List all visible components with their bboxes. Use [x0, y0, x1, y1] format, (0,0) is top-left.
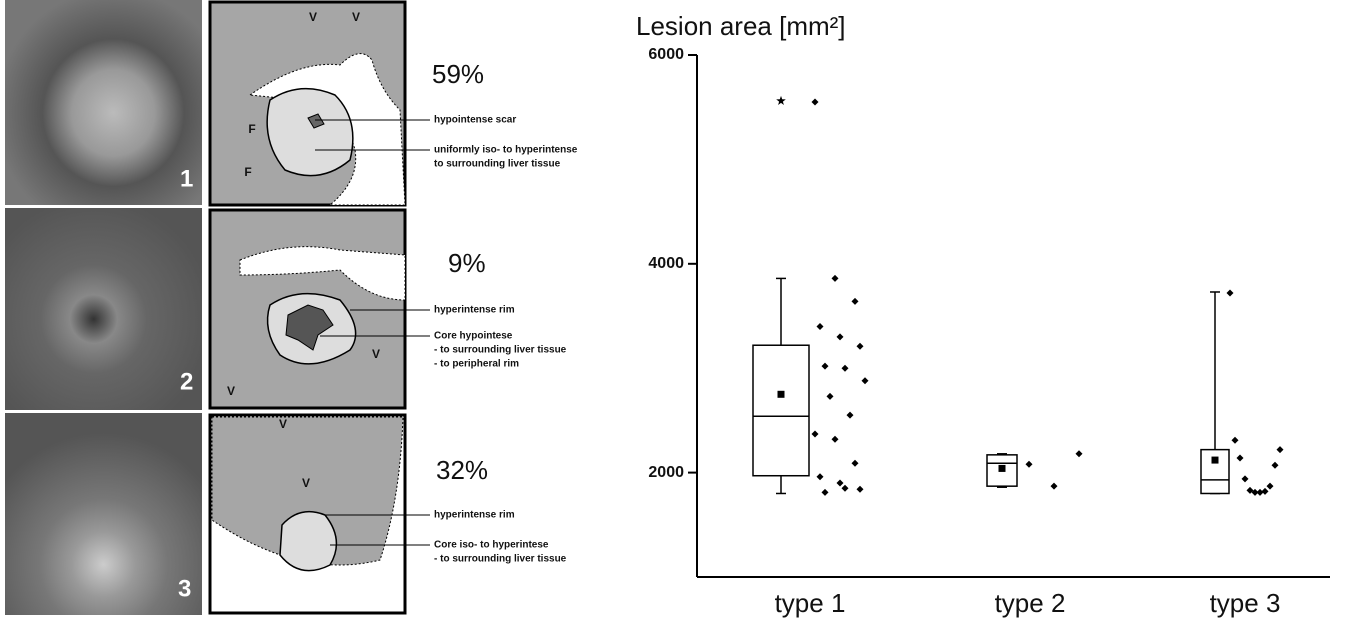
y-tick-label: 2000: [648, 464, 684, 481]
point: [1257, 489, 1264, 496]
figure: 1 2 3 V V F F V V V V 59% 9% 32% hypoint…: [0, 0, 1355, 625]
mean: [778, 391, 785, 398]
annotation: - to surrounding liver tissue: [434, 345, 567, 356]
point: [1076, 450, 1083, 457]
y-tick-label: 4000: [648, 255, 684, 272]
point: [832, 436, 839, 443]
mean: [999, 465, 1006, 472]
point: [1051, 483, 1058, 490]
percent: 32%: [436, 455, 488, 485]
annotation: Core hypointese: [434, 331, 513, 342]
point: [812, 98, 819, 105]
x-tick-label: type 2: [995, 588, 1066, 618]
schematic: [210, 2, 405, 613]
region-label: V: [352, 10, 360, 24]
point: [827, 393, 834, 400]
box: [1201, 450, 1229, 494]
point: [817, 323, 824, 330]
annotation: hyperintense rim: [434, 305, 515, 316]
point: [1026, 461, 1033, 468]
point: [832, 275, 839, 282]
annotation: uniformly iso- to hyperintense: [434, 145, 578, 156]
x-tick-label: type 1: [775, 588, 846, 618]
point: [1242, 475, 1249, 482]
region-label: V: [227, 384, 235, 398]
annotation: Core iso- to hyperintese: [434, 540, 549, 551]
region-label: V: [309, 10, 317, 24]
point: [862, 377, 869, 384]
point: [837, 333, 844, 340]
chart-title: Lesion area [mm²]: [636, 11, 846, 41]
mri-image: [5, 208, 202, 410]
x-tick-label: type 3: [1210, 588, 1281, 618]
point: [1237, 454, 1244, 461]
point: [1232, 437, 1239, 444]
panel-number: 2: [180, 368, 193, 395]
point: [857, 486, 864, 493]
annotation: - to surrounding liver tissue: [434, 554, 567, 565]
outlier: [776, 96, 786, 105]
point: [837, 480, 844, 487]
region-label: V: [279, 417, 287, 431]
point: [857, 343, 864, 350]
point: [1227, 290, 1234, 297]
annotation: - to peripheral rim: [434, 359, 519, 370]
mri-image: [5, 0, 202, 205]
point: [822, 363, 829, 370]
region-label: V: [372, 347, 380, 361]
box: [753, 345, 809, 476]
point: [842, 365, 849, 372]
point: [1277, 446, 1284, 453]
annotation: hypointense scar: [434, 115, 516, 126]
y-tick-label: 6000: [648, 46, 684, 63]
annotation: to surrounding liver tissue: [434, 159, 561, 170]
point: [1262, 488, 1269, 495]
point: [852, 298, 859, 305]
point: [847, 412, 854, 419]
panel-number: 3: [178, 575, 191, 602]
mri-image: [5, 413, 202, 615]
point: [817, 473, 824, 480]
point: [1267, 483, 1274, 490]
region-label: F: [244, 165, 251, 179]
percent: 59%: [432, 59, 484, 89]
point: [852, 460, 859, 467]
percent: 9%: [448, 248, 486, 278]
point: [1272, 462, 1279, 469]
point: [812, 430, 819, 437]
point: [842, 485, 849, 492]
annotation: hyperintense rim: [434, 510, 515, 521]
mean: [1212, 457, 1219, 464]
point: [822, 489, 829, 496]
region-label: F: [248, 122, 255, 136]
panel-number: 1: [180, 165, 193, 192]
region-label: V: [302, 476, 310, 490]
